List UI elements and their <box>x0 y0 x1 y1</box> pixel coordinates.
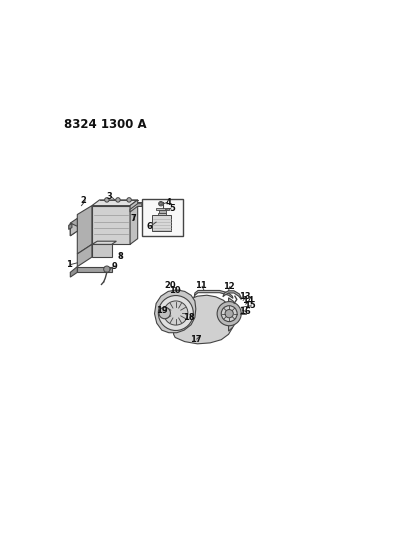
Circle shape <box>158 295 193 330</box>
Polygon shape <box>92 200 137 206</box>
Text: 4: 4 <box>165 198 171 207</box>
Polygon shape <box>92 241 116 244</box>
Polygon shape <box>77 206 92 254</box>
Polygon shape <box>152 215 171 231</box>
Polygon shape <box>77 244 92 266</box>
Text: 11: 11 <box>195 281 207 290</box>
Polygon shape <box>130 204 142 212</box>
Polygon shape <box>70 219 77 231</box>
Text: 2: 2 <box>80 196 86 205</box>
Text: 18: 18 <box>182 313 194 322</box>
Text: 9: 9 <box>112 262 117 271</box>
Polygon shape <box>156 207 169 210</box>
Text: 13: 13 <box>238 292 249 301</box>
Polygon shape <box>222 291 240 300</box>
Text: 10: 10 <box>169 286 180 295</box>
Polygon shape <box>92 206 130 244</box>
Circle shape <box>159 203 162 205</box>
Polygon shape <box>130 200 137 244</box>
Circle shape <box>103 266 110 272</box>
Polygon shape <box>77 266 111 272</box>
Text: 1: 1 <box>66 260 72 269</box>
Circle shape <box>217 302 240 326</box>
Text: 8: 8 <box>117 252 123 261</box>
Polygon shape <box>228 298 236 331</box>
Circle shape <box>115 198 120 202</box>
Circle shape <box>225 310 233 318</box>
Text: 6: 6 <box>146 222 152 231</box>
Polygon shape <box>157 213 166 215</box>
Text: 15: 15 <box>243 301 255 310</box>
Circle shape <box>158 201 163 206</box>
Text: 7: 7 <box>130 214 136 223</box>
Text: 19: 19 <box>156 306 167 315</box>
Text: 17: 17 <box>189 335 201 344</box>
Polygon shape <box>70 266 77 277</box>
Polygon shape <box>173 295 232 344</box>
Circle shape <box>159 308 170 319</box>
Polygon shape <box>92 244 111 257</box>
Text: 5: 5 <box>169 204 175 213</box>
Polygon shape <box>69 223 72 229</box>
Circle shape <box>221 306 236 321</box>
Polygon shape <box>154 290 196 333</box>
Text: 12: 12 <box>222 281 234 290</box>
Circle shape <box>163 301 187 325</box>
Polygon shape <box>70 223 77 236</box>
Text: 3: 3 <box>106 191 112 200</box>
Text: 20: 20 <box>164 281 176 290</box>
Text: 16: 16 <box>238 306 250 316</box>
Polygon shape <box>194 290 232 298</box>
Circle shape <box>126 198 131 202</box>
Circle shape <box>104 198 109 202</box>
Text: 8324 1300 A: 8324 1300 A <box>64 118 146 131</box>
Polygon shape <box>70 227 77 236</box>
Polygon shape <box>159 210 166 213</box>
Bar <box>142 199 183 236</box>
Text: 14: 14 <box>241 296 253 305</box>
